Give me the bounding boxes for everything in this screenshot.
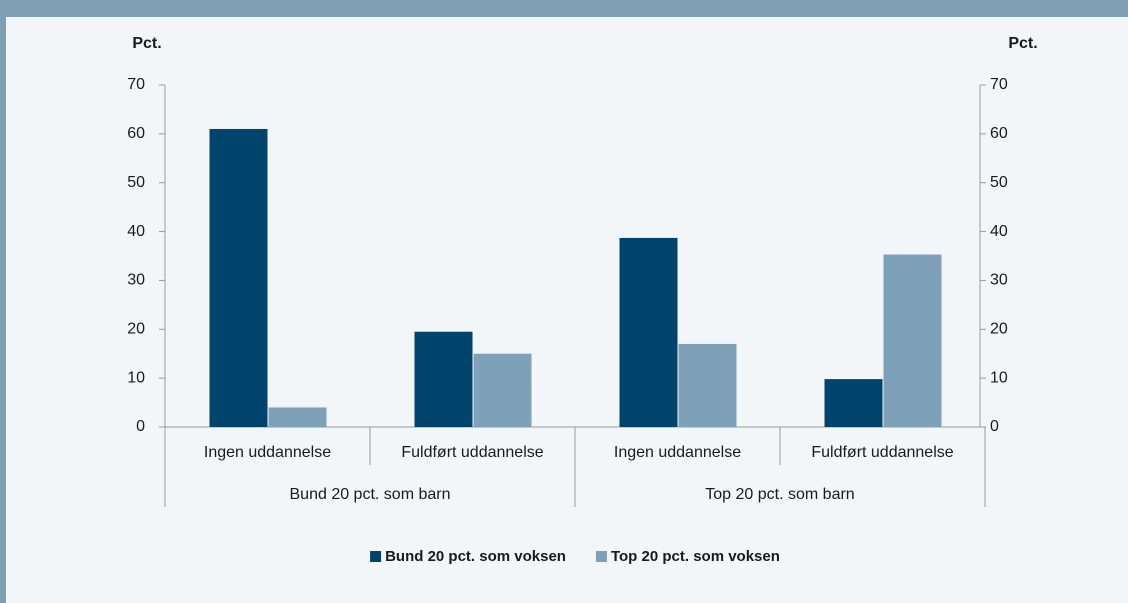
bar	[619, 237, 678, 427]
bar	[824, 379, 883, 427]
legend-swatch	[595, 551, 607, 562]
y-tick-label: 40	[127, 223, 145, 240]
y2-tick-label: 40	[990, 223, 1008, 240]
y2-tick-label: 20	[990, 321, 1008, 338]
y2-tick-label: 30	[990, 272, 1008, 289]
bar	[883, 254, 942, 427]
x-tick-label: Fuldført uddannelse	[401, 444, 543, 461]
y2-axis-title: Pct.	[1008, 35, 1037, 52]
y2-tick-label: 60	[990, 125, 1008, 142]
bar	[678, 343, 737, 427]
legend-label: Top 20 pct. som voksen	[611, 548, 780, 565]
y2-tick-label: 0	[990, 418, 999, 435]
y-tick-label: 0	[136, 418, 145, 435]
x-tick-label: Fuldført uddannelse	[811, 444, 953, 461]
legend-label: Bund 20 pct. som voksen	[385, 548, 566, 565]
y-tick-label: 60	[127, 125, 145, 142]
y2-tick-label: 70	[990, 76, 1008, 93]
y2-tick-label: 50	[990, 174, 1008, 191]
y-tick-label: 10	[127, 369, 145, 386]
header-strip	[0, 0, 1128, 17]
y-tick-label: 20	[127, 321, 145, 338]
y-axis-title: Pct.	[132, 35, 161, 52]
bar	[414, 331, 473, 427]
bar	[209, 128, 268, 427]
legend-swatch	[370, 551, 382, 562]
bar	[268, 407, 327, 427]
bar	[473, 353, 532, 427]
y-tick-label: 30	[127, 272, 145, 289]
y2-tick-label: 10	[990, 369, 1008, 386]
group-label: Bund 20 pct. som barn	[290, 486, 451, 503]
left-border	[0, 0, 6, 603]
group-label: Top 20 pct. som barn	[705, 486, 854, 503]
y-tick-label: 70	[127, 76, 145, 93]
y-tick-label: 50	[127, 174, 145, 191]
x-tick-label: Ingen uddannelse	[204, 444, 331, 461]
x-tick-label: Ingen uddannelse	[614, 444, 741, 461]
